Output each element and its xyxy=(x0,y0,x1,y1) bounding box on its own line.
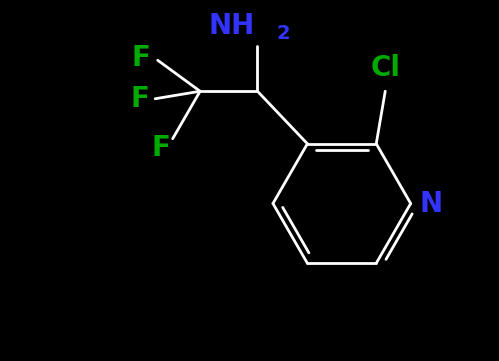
Text: F: F xyxy=(130,85,149,113)
Text: F: F xyxy=(131,44,150,72)
Text: NH: NH xyxy=(209,12,255,40)
Text: N: N xyxy=(420,190,443,217)
Text: 2: 2 xyxy=(276,24,290,43)
Text: Cl: Cl xyxy=(370,54,400,82)
Text: F: F xyxy=(151,134,170,162)
